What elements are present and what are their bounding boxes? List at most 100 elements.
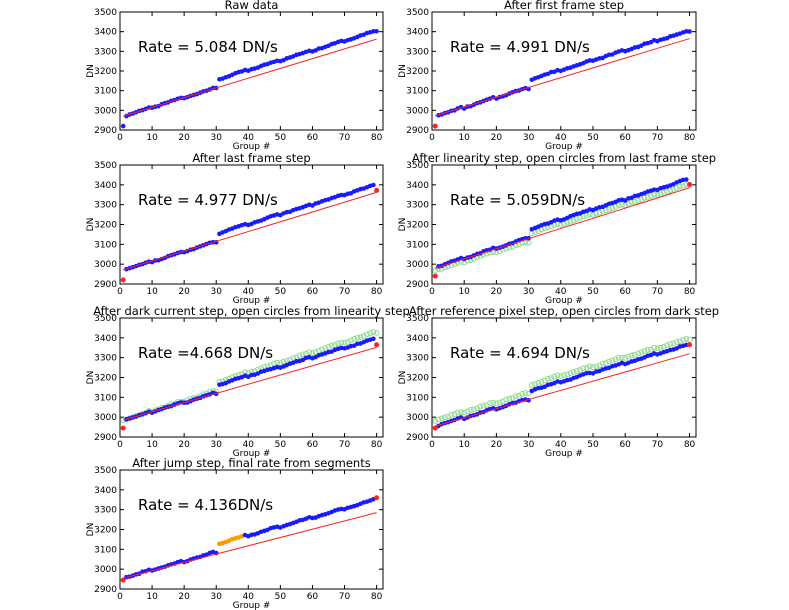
y-axis-label: DN	[398, 218, 408, 232]
open-data-point	[328, 342, 335, 349]
x-axis-label: Group #	[545, 296, 583, 306]
open-data-point	[631, 198, 638, 205]
x-tick-label: 80	[371, 133, 383, 143]
open-data-point	[677, 338, 683, 345]
open-data-point	[602, 360, 609, 367]
x-tick-label: 10	[458, 287, 470, 297]
x-tick-label: 20	[491, 440, 503, 450]
y-axis-label: DN	[86, 371, 96, 385]
open-data-point	[319, 346, 325, 353]
panel-title: After last frame step	[192, 151, 310, 165]
x-tick-label: 10	[146, 440, 158, 450]
y-tick-label: 3500	[94, 161, 117, 171]
open-data-point	[609, 357, 616, 364]
data-point	[371, 182, 376, 188]
x-tick-label: 10	[458, 440, 470, 450]
y-tick-label: 3200	[94, 526, 117, 536]
rate-annotation: Rate = 4.977 DN/s	[138, 191, 278, 209]
open-data-point	[373, 329, 380, 336]
open-data-point	[341, 339, 348, 346]
panel-title: After linearity step, open circles from …	[412, 151, 716, 165]
open-data-point	[438, 415, 445, 422]
panel-title: Raw data	[225, 0, 279, 12]
y-tick-label: 3400	[406, 28, 429, 38]
y-axis-label: DN	[398, 371, 408, 385]
open-data-point	[435, 416, 442, 423]
x-tick-label: 0	[429, 133, 435, 143]
open-data-point	[583, 364, 590, 371]
rate-annotation: Rate =4.668 DN/s	[138, 344, 273, 362]
data-point	[684, 177, 689, 182]
plot-frame	[119, 469, 384, 590]
x-tick-label: 70	[339, 440, 351, 450]
open-data-point	[670, 186, 677, 193]
x-tick-label: 0	[117, 133, 123, 143]
x-axis-label: Group #	[233, 296, 271, 306]
panel-5: After dark current step, open circles fr…	[86, 304, 410, 459]
open-data-point	[651, 191, 658, 198]
y-tick-label: 3400	[406, 181, 429, 191]
x-tick-label: 60	[307, 592, 319, 602]
open-data-point	[528, 230, 535, 237]
open-data-point	[335, 340, 341, 347]
open-data-point	[490, 399, 497, 406]
x-tick-label: 40	[555, 287, 567, 297]
y-tick-label: 3000	[406, 260, 429, 270]
open-data-point	[570, 369, 577, 375]
fit-line	[435, 38, 690, 117]
y-tick-label: 3400	[94, 486, 117, 496]
open-data-point	[467, 406, 474, 413]
y-tick-label: 3400	[94, 181, 117, 191]
open-data-point	[680, 183, 687, 190]
x-tick-label: 30	[210, 440, 222, 450]
open-data-point	[493, 400, 500, 407]
x-tick-label: 0	[429, 440, 435, 450]
y-tick-label: 3500	[406, 8, 429, 18]
open-data-point	[651, 344, 658, 351]
y-tick-label: 3200	[406, 221, 429, 231]
open-data-point	[602, 207, 609, 214]
open-data-point	[296, 352, 303, 359]
y-tick-label: 3000	[406, 413, 429, 423]
y-tick-label: 3100	[406, 87, 429, 97]
open-data-point	[354, 334, 361, 341]
fit-line	[435, 187, 690, 269]
x-tick-label: 10	[146, 592, 158, 602]
x-tick-label: 30	[523, 133, 535, 143]
open-data-point	[458, 409, 464, 416]
y-tick-label: 2900	[406, 433, 429, 443]
y-axis-label: DN	[398, 64, 408, 78]
x-tick-label: 40	[243, 592, 255, 602]
open-data-point	[673, 185, 680, 191]
y-tick-label: 3000	[406, 106, 429, 116]
rejected-data-point	[687, 181, 693, 187]
data-point	[684, 29, 689, 34]
open-data-point	[625, 353, 632, 360]
plot-frame	[431, 164, 697, 285]
panel-title: After dark current step, open circles fr…	[93, 304, 410, 318]
open-data-point	[609, 205, 616, 211]
open-data-point	[512, 393, 519, 400]
open-data-point	[648, 346, 654, 353]
open-data-point	[503, 396, 509, 403]
y-tick-label: 3400	[94, 334, 117, 344]
open-data-point	[516, 392, 522, 399]
fit-line	[123, 512, 377, 579]
y-tick-label: 3100	[94, 393, 117, 403]
open-data-point	[599, 360, 606, 367]
open-data-point	[271, 360, 277, 367]
y-tick-label: 3000	[94, 106, 117, 116]
open-data-point	[619, 354, 625, 361]
rate-annotation: Rate = 4.991 DN/s	[450, 38, 590, 56]
open-data-point	[299, 351, 306, 358]
x-tick-label: 60	[307, 133, 319, 143]
rejected-data-point	[374, 342, 380, 348]
x-tick-label: 60	[307, 287, 319, 297]
x-tick-label: 40	[555, 133, 567, 143]
open-data-point	[525, 239, 532, 246]
open-data-point	[448, 411, 455, 418]
open-data-point	[631, 351, 638, 358]
rate-annotation: Rate = 5.059DN/s	[450, 191, 585, 209]
x-tick-label: 0	[117, 592, 123, 602]
open-data-point	[612, 356, 619, 363]
